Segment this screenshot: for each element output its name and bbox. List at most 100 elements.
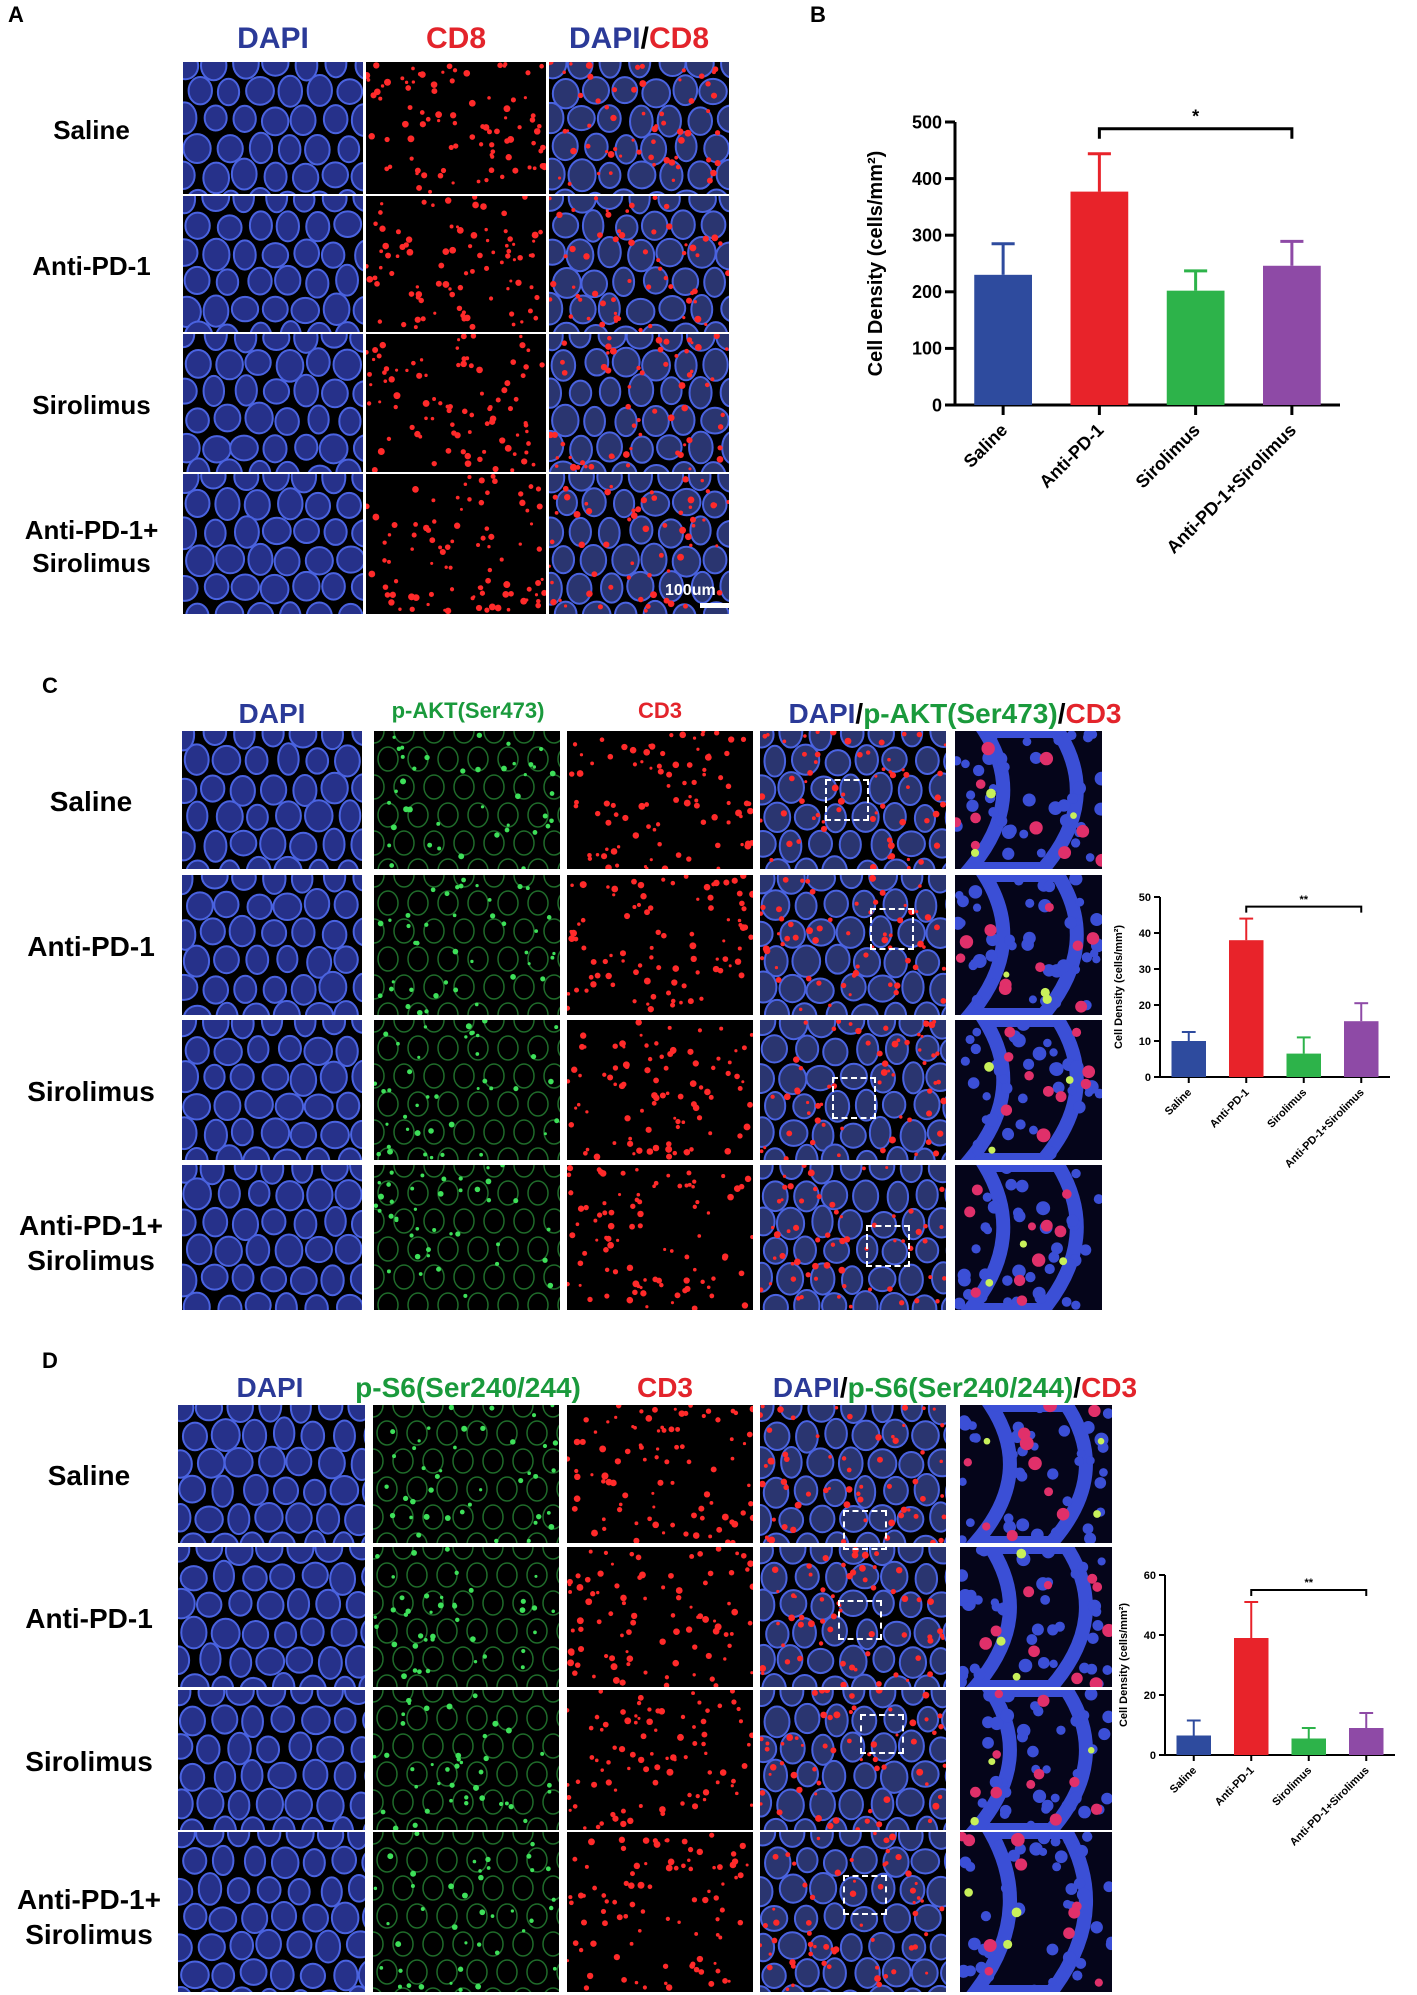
c-row-label-2: Sirolimus	[27, 1076, 155, 1107]
c-zoom-box-1	[870, 908, 914, 950]
c-micrograph-1-0	[182, 875, 362, 1015]
a-row-label-3: Anti-PD-1+ Sirolimus	[24, 515, 159, 578]
d-column-header-3-part: /	[1073, 1372, 1082, 1403]
a-micrograph-3-1	[366, 474, 546, 614]
a-column-header-1: CD8	[426, 22, 486, 56]
a-micrograph-2-0	[183, 334, 363, 472]
d-zoom-inset-2	[960, 1690, 1112, 1830]
d-column-header-3-part: CD3	[1081, 1372, 1138, 1403]
bar-1	[1070, 191, 1129, 405]
d-micrograph-1-3	[760, 1547, 946, 1687]
bar-2	[1291, 1738, 1326, 1755]
significance-bracket	[1245, 905, 1363, 913]
d-zoom-inset-1	[960, 1547, 1112, 1687]
y-tick-label: 40	[1144, 1630, 1156, 1642]
bar-3	[1344, 1021, 1379, 1077]
y-tick-label: 400	[912, 169, 942, 189]
c-column-header-3-part: /	[1057, 698, 1066, 729]
d-row-label-2: Sirolimus	[25, 1746, 153, 1777]
d-micrograph-2-0	[178, 1690, 365, 1830]
d-column-header-2: CD3	[637, 1372, 693, 1404]
c-column-header-1: p-AKT(Ser473)	[392, 698, 545, 724]
y-tick-label: 30	[1139, 964, 1151, 976]
y-axis-label: Cell Density (cells/mm²)	[865, 151, 887, 377]
y-tick-label: 40	[1139, 928, 1151, 940]
c-column-header-0-part: DAPI	[238, 698, 306, 729]
c-zoom-inset-3	[955, 1165, 1102, 1310]
a-micrograph-0-0	[183, 62, 363, 194]
c-zoom-box-0	[825, 779, 869, 821]
d-micrograph-1-1	[373, 1547, 559, 1687]
d-zoom-box-3	[843, 1875, 887, 1915]
c-row-label-0: Saline	[49, 786, 133, 817]
c-micrograph-0-1	[374, 731, 560, 869]
d-column-header-1: p-S6(Ser240/244)	[355, 1372, 581, 1404]
c-column-header-1-part: p-AKT(Ser473)	[391, 698, 545, 723]
d-micrograph-0-2	[567, 1405, 753, 1543]
c-column-header-2-part: CD3	[637, 698, 682, 723]
c-micrograph-3-1	[374, 1165, 560, 1310]
c-zoom-inset-1	[955, 875, 1102, 1015]
d-column-header-0-part: DAPI	[236, 1372, 304, 1403]
panel-label-c: C	[42, 673, 58, 698]
d-zoom-box-0	[843, 1510, 887, 1550]
d-zoom-inset-3	[960, 1832, 1112, 1992]
c-micrograph-3-0	[182, 1165, 362, 1310]
d-micrograph-0-3	[760, 1405, 946, 1543]
panel-label-a: A	[8, 2, 24, 27]
d-zoom-box-2	[860, 1714, 904, 1754]
d-zoom-inset-0	[960, 1405, 1112, 1543]
x-tick-label-0: Saline	[1163, 1087, 1194, 1118]
c-row-label-3: Anti-PD-1+ Sirolimus	[19, 1209, 163, 1276]
x-tick-label-1: Anti-PD-1	[1035, 420, 1107, 492]
d-column-header-3: DAPI/p-S6(Ser240/244)/CD3	[773, 1372, 1137, 1404]
c-micrograph-1-3	[760, 875, 946, 1015]
c-column-header-3-part: p-AKT(Ser473)	[863, 698, 1058, 729]
d-row-label-0: Saline	[47, 1460, 131, 1491]
c-micrograph-1-2	[567, 875, 753, 1015]
a-column-header-2: DAPI/CD8	[569, 22, 709, 56]
bar-1	[1229, 940, 1264, 1077]
scalebar	[700, 603, 730, 608]
c-zoom-box-2	[832, 1077, 876, 1119]
c-micrograph-3-3	[760, 1165, 946, 1310]
bar-2	[1286, 1053, 1321, 1077]
chart-b: 0 100 200 300 400 500 Saline Anti-PD-1 Sirolimus…	[860, 95, 1380, 595]
d-micrograph-0-1	[373, 1405, 559, 1543]
y-tick-label: 0	[932, 395, 942, 415]
d-row-label-1: Anti-PD-1	[25, 1603, 153, 1634]
significance-marker: **	[1304, 1577, 1313, 1589]
y-tick-label: 200	[912, 282, 942, 302]
y-tick-label: 100	[912, 339, 942, 359]
panel-label-b: B	[810, 2, 826, 27]
d-micrograph-1-2	[567, 1547, 753, 1687]
a-row-label-0: Saline	[53, 115, 130, 145]
a-micrograph-2-2	[549, 334, 729, 472]
d-column-header-3-part: /	[839, 1372, 848, 1403]
c-column-header-3-part: DAPI	[788, 698, 856, 729]
a-column-header-0: DAPI	[237, 22, 309, 56]
x-tick-label-0: Saline	[1168, 1765, 1199, 1796]
c-column-header-3: DAPI/p-AKT(Ser473)/CD3	[789, 698, 1122, 730]
c-row-label-1: Anti-PD-1	[27, 931, 155, 962]
a-micrograph-3-0	[183, 474, 363, 614]
a-column-header-0-part: DAPI	[237, 22, 309, 55]
panel-label-d: D	[42, 1348, 58, 1373]
y-tick-label: 20	[1144, 1690, 1156, 1702]
d-micrograph-3-1	[373, 1832, 559, 1992]
a-micrograph-1-2	[549, 196, 729, 332]
c-micrograph-0-2	[567, 731, 753, 869]
d-micrograph-0-0	[178, 1405, 365, 1543]
a-micrograph-1-1	[366, 196, 546, 332]
bar-1	[1234, 1638, 1269, 1755]
chart-d: 0 20 40 60 Saline Anti-PD-1 Sirolimus Anti-PD-1…	[1115, 1560, 1415, 1860]
c-micrograph-2-1	[374, 1020, 560, 1160]
c-micrograph-0-0	[182, 731, 362, 869]
y-tick-label: 20	[1139, 1000, 1151, 1012]
d-column-header-0: DAPI	[237, 1372, 304, 1404]
c-zoom-inset-2	[955, 1020, 1102, 1160]
x-tick-label-1: Anti-PD-1	[1208, 1087, 1252, 1131]
x-tick-label-2: Sirolimus	[1265, 1087, 1309, 1131]
